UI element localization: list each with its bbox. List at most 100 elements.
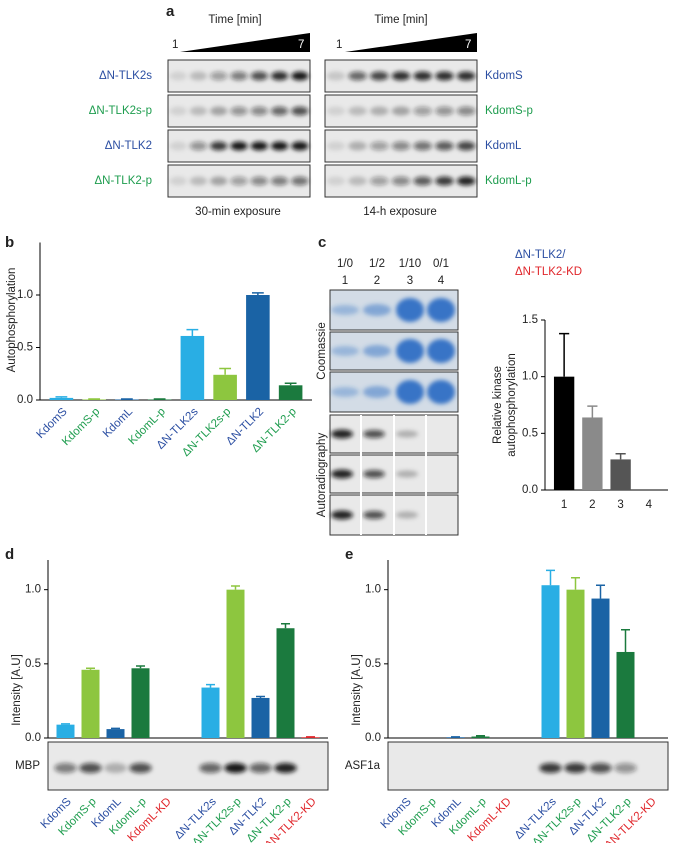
blot-band <box>210 176 228 186</box>
bar <box>276 628 295 738</box>
blot-band <box>270 71 289 81</box>
ratio-label: 1/2 <box>369 258 385 270</box>
error-bar <box>476 735 485 737</box>
blot-band <box>494 763 517 773</box>
blot-band <box>589 763 612 773</box>
time-end: 7 <box>465 39 471 51</box>
blot-band <box>250 71 268 81</box>
y-axis-label: Autophosphorylation <box>6 268 18 373</box>
y-tick-label: 1.0 <box>522 371 538 383</box>
error-bar <box>587 405 598 418</box>
y-tick-label: 0.5 <box>17 342 33 354</box>
x-tick-label: 2 <box>589 499 595 511</box>
x-tick-label: 4 <box>646 499 653 511</box>
time-end: 7 <box>298 39 304 51</box>
blot-band <box>427 339 455 363</box>
error-bar <box>153 398 166 400</box>
blot-band <box>199 763 222 773</box>
error-bar <box>206 683 215 688</box>
panel-letter: c <box>318 234 326 251</box>
bar <box>115 399 139 400</box>
blot-band <box>363 470 385 478</box>
bar <box>49 397 74 400</box>
blot-band <box>104 763 127 773</box>
blot-band <box>331 305 359 315</box>
time-start: 1 <box>336 39 342 51</box>
bar <box>566 589 585 738</box>
blot-band <box>427 512 449 518</box>
blot-band <box>210 106 228 116</box>
bar <box>226 589 245 738</box>
bar <box>213 374 237 400</box>
bar <box>471 736 490 738</box>
blot-band <box>291 106 309 116</box>
y-tick-label: 0.5 <box>522 427 538 439</box>
blot-band <box>79 763 102 773</box>
error-bar <box>55 396 68 398</box>
bar <box>251 697 270 738</box>
blot-band <box>230 176 248 186</box>
row-label: ΔN-TLK2-p <box>94 175 152 187</box>
error-bar <box>559 332 570 377</box>
time-label: Time [min] <box>208 14 261 26</box>
error-bar <box>231 585 240 590</box>
y-tick-label: 0.0 <box>522 484 538 496</box>
y-tick-label: 1.0 <box>365 584 381 596</box>
blot-band <box>326 176 346 186</box>
time-start: 1 <box>172 39 178 51</box>
blot-band <box>326 71 346 81</box>
bar <box>541 585 560 738</box>
blot-label: MBP <box>15 760 40 772</box>
blot-band <box>539 763 562 773</box>
bar <box>180 335 205 400</box>
blot-band <box>189 141 208 151</box>
blot-band <box>370 71 389 81</box>
bar <box>131 668 150 738</box>
blot-band <box>370 106 389 116</box>
y-tick-label: 0.0 <box>17 394 33 406</box>
error-bar <box>281 623 290 629</box>
blot-band <box>413 71 432 81</box>
time-wedge <box>345 33 477 52</box>
blot-band <box>564 763 587 773</box>
error-bar <box>111 727 120 730</box>
error-bar <box>251 292 264 295</box>
error-bar <box>86 667 95 670</box>
blot-band <box>391 141 411 151</box>
blot-band <box>427 471 449 477</box>
error-bar <box>284 382 297 386</box>
blot-band <box>456 71 476 81</box>
error-bar <box>219 367 232 375</box>
y-tick-label: 0.5 <box>365 658 381 670</box>
blot-band <box>427 298 455 322</box>
blot-band <box>331 429 353 439</box>
blot-band <box>326 106 346 116</box>
blot-band <box>331 469 353 479</box>
blot-band <box>639 763 662 773</box>
panel-letter: a <box>166 3 175 20</box>
blot-band <box>394 763 417 773</box>
blot-band <box>249 763 272 773</box>
exposure-label: 14-h exposure <box>363 206 437 218</box>
exposure-label: 30-min exposure <box>195 206 281 218</box>
blot-band <box>299 763 322 773</box>
blot-band <box>396 298 424 322</box>
panel-letter: d <box>5 546 14 563</box>
blot-band <box>614 763 637 773</box>
blot-band <box>189 176 208 186</box>
blot-label: ASF1a <box>345 760 381 772</box>
y-axis-label: Relative kinase autophosphorylation <box>492 353 518 457</box>
bar <box>446 737 465 738</box>
blot-band <box>54 763 77 773</box>
error-bar <box>136 665 145 669</box>
blot-band <box>169 141 187 151</box>
blot-band <box>270 141 289 151</box>
blot-band <box>291 141 309 151</box>
legend-label: ΔN-TLK2/ <box>515 249 566 261</box>
bar <box>591 598 610 738</box>
blot-band <box>363 430 385 438</box>
error-bar <box>186 328 199 336</box>
blot-band <box>331 387 359 397</box>
blot-band <box>348 176 367 186</box>
y-axis-label: Intensity [A.U] <box>351 654 363 726</box>
